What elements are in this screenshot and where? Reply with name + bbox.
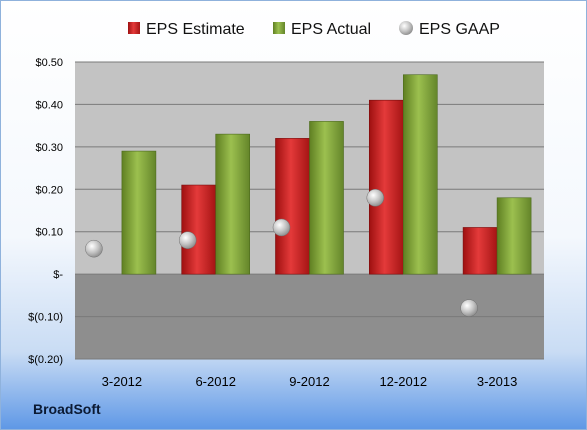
bar-eps-estimate-12-2012 (368, 99, 404, 275)
bar-eps-actual-3-2012 (121, 150, 157, 275)
marker-eps-gaap-6-2012 (178, 231, 197, 249)
marker-eps-gaap-3-2012 (85, 239, 103, 258)
marker-eps-gaap-12-2012 (366, 189, 385, 207)
x-tick-label: 3-2013 (477, 374, 517, 389)
y-tick-label: $0.50 (35, 57, 63, 69)
gaap-markers (85, 189, 478, 317)
y-tick-label: $0.20 (35, 184, 63, 196)
marker-eps-gaap-3-2013 (460, 299, 478, 317)
legend-label-eps-gaap: EPS GAAP (419, 21, 500, 38)
x-tick-label: 9-2012 (289, 374, 329, 389)
x-tick-label: 3-2012 (102, 374, 142, 389)
x-axis-category-labels: 3-2012 6-2012 9-2012 12-2012 3-2013 (102, 374, 518, 389)
legend-swatch-eps-estimate (128, 22, 140, 34)
x-tick-label: 6-2012 (195, 374, 235, 389)
legend-label-eps-estimate: EPS Estimate (146, 21, 245, 38)
y-tick-label: $(0.20) (28, 354, 63, 366)
y-tick-label: $0.30 (35, 142, 63, 154)
marker-eps-gaap-9-2012 (272, 218, 291, 237)
bar-eps-estimate-6-2012 (181, 184, 216, 275)
y-axis-tick-labels: $0.50 $0.40 $0.30 $0.20 $0.10 $- $(0.10) $(0.20… (28, 57, 63, 366)
legend: EPS Estimate EPS Actual EPS GAAP (128, 21, 500, 38)
bar-eps-estimate-3-2013 (462, 227, 498, 275)
bar-eps-estimate-9-2012 (275, 138, 310, 275)
bar-eps-actual-3-2013 (496, 197, 532, 275)
company-label: BroadSoft (33, 401, 101, 417)
bars (121, 74, 532, 275)
legend-swatch-eps-actual (273, 22, 285, 34)
y-tick-label: $0.10 (35, 227, 63, 239)
y-tick-label: $(0.10) (28, 312, 63, 324)
x-tick-label: 12-2012 (379, 374, 427, 389)
y-tick-label: $0.40 (35, 99, 63, 111)
bar-eps-actual-9-2012 (309, 121, 344, 275)
legend-swatch-eps-gaap (399, 21, 413, 35)
bar-eps-actual-12-2012 (402, 74, 438, 275)
legend-label-eps-actual: EPS Actual (291, 21, 371, 38)
y-tick-label: $- (53, 269, 63, 281)
bar-eps-actual-6-2012 (215, 133, 250, 275)
